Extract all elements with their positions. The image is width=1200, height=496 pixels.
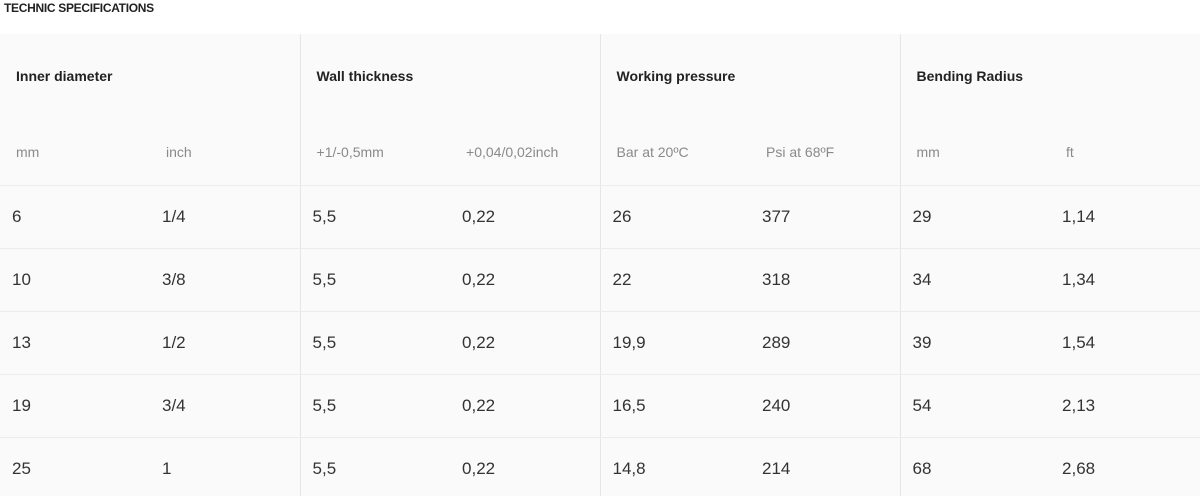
unit-header: Psi at 68ºF xyxy=(750,118,901,186)
table-cell: 1,34 xyxy=(1050,248,1200,312)
unit-header: mm xyxy=(0,118,150,186)
group-header-wall-thickness: Wall thickness xyxy=(300,34,601,118)
table-cell: 0,22 xyxy=(450,185,601,249)
table-cell: 6 xyxy=(0,185,150,249)
table-cell: 0,22 xyxy=(450,374,601,438)
table-cell: 214 xyxy=(750,437,901,496)
page-title: TECHNIC SPECIFICATIONS xyxy=(4,1,154,15)
table-cell: 5,5 xyxy=(300,248,451,312)
table-cell: 1 xyxy=(150,437,301,496)
table-cell: 25 xyxy=(12,458,31,478)
table-cell: 5,5 xyxy=(300,185,451,249)
table-cell: 377 xyxy=(750,185,901,249)
unit-header: mm xyxy=(900,118,1051,186)
unit-header: +0,04/0,02inch xyxy=(450,118,601,186)
unit-header: +1/-0,5mm xyxy=(300,118,451,186)
table-cell: 0,22 xyxy=(450,437,601,496)
table-cell: 54 xyxy=(900,374,1051,438)
table-cell: 318 xyxy=(750,248,901,312)
table-cell: 5,5 xyxy=(300,374,451,438)
group-header-bending-radius: Bending Radius xyxy=(916,68,1024,84)
table-cell: 22 xyxy=(600,248,751,312)
table-cell: 10 xyxy=(0,248,150,312)
spec-table-container: Inner diameter Wall thickness Working pr… xyxy=(0,34,1200,496)
table-row: 10 3/8 5,5 0,22 22 318 34 1,34 xyxy=(0,248,1200,312)
group-header-working-pressure: Working pressure xyxy=(600,34,901,118)
spec-table: Inner diameter Wall thickness Working pr… xyxy=(0,34,1200,496)
table-cell: 240 xyxy=(750,374,901,438)
group-header-row: Inner diameter Wall thickness Working pr… xyxy=(0,34,1200,118)
unit-header-row: mm inch +1/-0,5mm +0,04/0,02inch Bar at … xyxy=(0,118,1200,186)
table-cell: 29 xyxy=(900,185,1051,249)
unit-header: inch xyxy=(150,118,301,186)
table-cell: 19 xyxy=(0,374,150,438)
table-cell: 68 xyxy=(912,458,932,478)
table-cell: 13 xyxy=(0,311,150,375)
table-cell: 2,68 xyxy=(1062,458,1096,478)
table-cell: 16,5 xyxy=(600,374,751,438)
table-cell: 1/2 xyxy=(150,311,301,375)
table-cell: 5,5 xyxy=(312,458,337,478)
unit-header: Bar at 20ºC xyxy=(600,118,751,186)
table-cell: 1,54 xyxy=(1050,311,1200,375)
table-cell: 19,9 xyxy=(600,311,751,375)
table-row: 19 3/4 5,5 0,22 16,5 240 54 2,13 xyxy=(0,374,1200,438)
table-cell: 0,22 xyxy=(450,311,601,375)
table-cell: 3/8 xyxy=(150,248,301,312)
table-cell: 1,14 xyxy=(1050,185,1200,249)
table-cell: 39 xyxy=(900,311,1051,375)
table-cell: 26 xyxy=(600,185,751,249)
table-cell: 289 xyxy=(750,311,901,375)
unit-header: ft xyxy=(1050,118,1200,186)
table-cell: 2,13 xyxy=(1050,374,1200,438)
table-row: 6 1/4 5,5 0,22 26 377 29 1,14 xyxy=(0,185,1200,249)
table-row: 13 1/2 5,5 0,22 19,9 289 39 1,54 xyxy=(0,311,1200,375)
table-cell: 3/4 xyxy=(150,374,301,438)
table-cell: 34 xyxy=(900,248,1051,312)
table-cell: 0,22 xyxy=(450,248,601,312)
table-cell: 5,5 xyxy=(300,311,451,375)
group-header-inner-diameter: Inner diameter xyxy=(0,34,301,118)
table-cell: 14,8 xyxy=(612,458,646,478)
table-cell: 1/4 xyxy=(150,185,301,249)
table-row: 25 1 5,5 0,22 14,8 214 68 2,68 xyxy=(0,437,1200,496)
